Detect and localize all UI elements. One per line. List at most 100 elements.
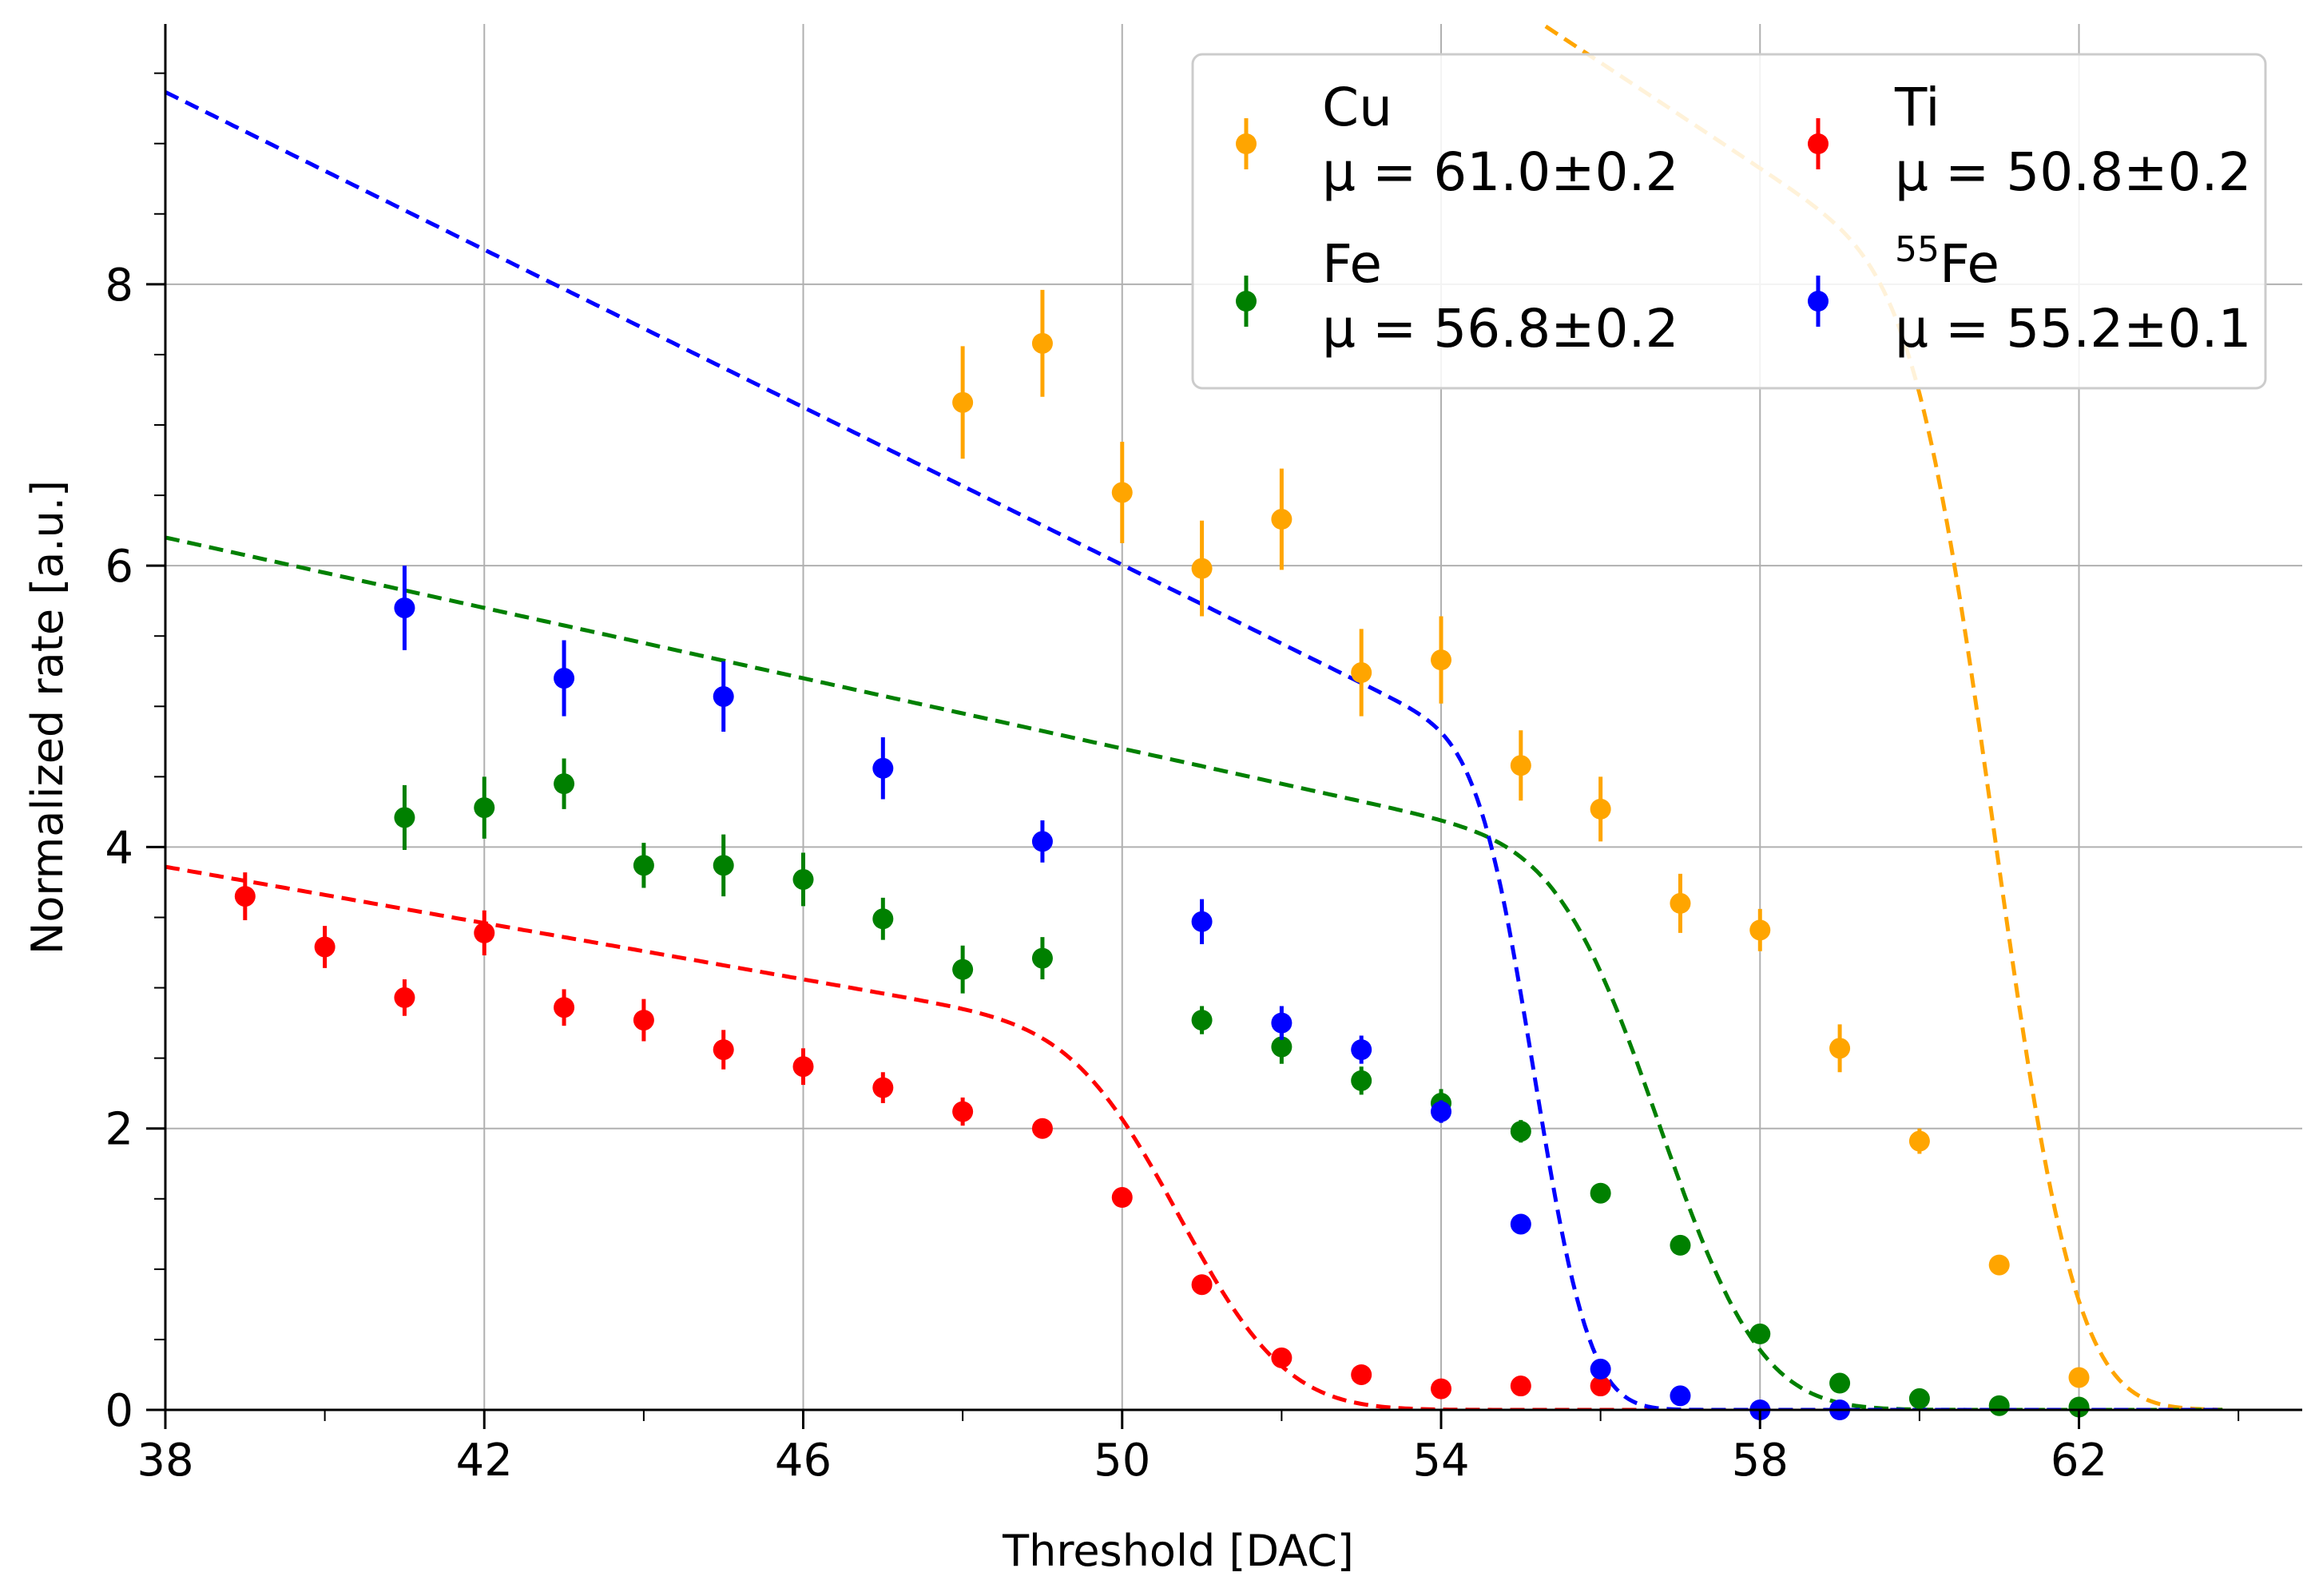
x-tick-label: 42 bbox=[456, 1435, 513, 1487]
data-point bbox=[474, 797, 495, 819]
data-point bbox=[713, 1039, 734, 1061]
series-cu bbox=[952, 289, 2090, 1388]
legend-55fe-label: 55Fe bbox=[1895, 229, 1999, 295]
legend-frame bbox=[1191, 53, 2267, 390]
legend-fe-label: Fe bbox=[1322, 233, 1382, 295]
y-tick-label: 8 bbox=[105, 260, 133, 312]
y-tick-label: 6 bbox=[105, 541, 133, 593]
data-point bbox=[1111, 1187, 1133, 1209]
data-point bbox=[394, 987, 415, 1008]
data-point bbox=[1590, 1376, 1611, 1397]
x-tick-label: 46 bbox=[775, 1435, 832, 1487]
data-point bbox=[234, 886, 256, 907]
data-point bbox=[1670, 892, 1691, 914]
data-point bbox=[1749, 1323, 1771, 1344]
data-point bbox=[952, 391, 974, 413]
data-point bbox=[1988, 1395, 2010, 1416]
data-point bbox=[1431, 649, 1452, 671]
legend-entry-ti: Ti μ = 50.8±0.2 bbox=[1808, 77, 2251, 203]
data-point bbox=[2068, 1367, 2090, 1388]
data-point bbox=[1431, 1378, 1452, 1399]
x-tick-label: 54 bbox=[1412, 1435, 1469, 1487]
data-point bbox=[1191, 911, 1213, 932]
data-point bbox=[1271, 509, 1293, 530]
data-point bbox=[314, 936, 336, 958]
legend-fe-mu: μ = 56.8±0.2 bbox=[1322, 298, 1678, 359]
data-point bbox=[1510, 755, 1531, 776]
legend-55fe-mu: μ = 55.2±0.1 bbox=[1895, 298, 2251, 359]
data-point bbox=[1031, 947, 1053, 969]
data-point bbox=[1988, 1254, 2010, 1276]
data-point bbox=[1510, 1121, 1531, 1142]
data-point bbox=[872, 757, 894, 779]
data-point bbox=[1191, 1010, 1213, 1031]
data-point bbox=[1351, 662, 1372, 684]
data-point bbox=[1829, 1038, 1851, 1059]
data-point bbox=[394, 807, 415, 828]
legend-fe-marker bbox=[1236, 291, 1257, 312]
data-point bbox=[1829, 1372, 1851, 1394]
data-points bbox=[234, 289, 2090, 1420]
fit-curve-55fe bbox=[165, 90, 2223, 1410]
data-point bbox=[792, 1056, 814, 1078]
legend-55fe-base: Fe bbox=[1940, 233, 1999, 295]
data-point bbox=[1510, 1376, 1531, 1397]
data-point bbox=[952, 1101, 974, 1122]
data-point bbox=[1191, 558, 1213, 579]
data-point bbox=[1510, 1213, 1531, 1235]
data-point bbox=[474, 922, 495, 943]
data-point bbox=[713, 855, 734, 876]
legend-cu-marker bbox=[1236, 133, 1257, 154]
data-point bbox=[1351, 1039, 1372, 1061]
x-axis-title: Threshold [DAC] bbox=[1002, 1526, 1354, 1576]
data-point bbox=[1271, 1012, 1293, 1034]
legend: Cu μ = 61.0±0.2 Fe μ = 56.8±0.2 Ti μ = 5… bbox=[1191, 53, 2267, 390]
data-point bbox=[1590, 1358, 1611, 1380]
legend-55fe-superscript: 55 bbox=[1895, 229, 1940, 270]
data-point bbox=[633, 1010, 654, 1031]
legend-55fe-marker bbox=[1808, 291, 1829, 312]
data-point bbox=[952, 959, 974, 980]
data-point bbox=[1908, 1388, 1930, 1409]
data-point bbox=[1590, 1182, 1611, 1204]
data-point bbox=[554, 668, 575, 689]
data-point bbox=[1670, 1234, 1691, 1256]
data-point bbox=[1271, 1347, 1293, 1368]
legend-ti-mu: μ = 50.8±0.2 bbox=[1895, 141, 2251, 203]
legend-entry-fe: Fe μ = 56.8±0.2 bbox=[1236, 233, 1678, 359]
data-point bbox=[554, 997, 575, 1018]
legend-cu-mu: μ = 61.0±0.2 bbox=[1322, 141, 1678, 203]
y-axis-title: Normalized rate [a.u.] bbox=[22, 480, 73, 955]
y-tick-label: 0 bbox=[105, 1385, 133, 1437]
y-tick-label: 2 bbox=[105, 1104, 133, 1156]
y-tick-label: 4 bbox=[105, 822, 133, 874]
data-point bbox=[1670, 1385, 1691, 1407]
data-point bbox=[1908, 1130, 1930, 1152]
legend-ti-label: Ti bbox=[1894, 77, 1940, 138]
data-point bbox=[633, 855, 654, 876]
data-point bbox=[872, 908, 894, 930]
x-tick-label: 38 bbox=[137, 1435, 193, 1487]
data-point bbox=[554, 773, 575, 795]
data-point bbox=[1271, 1036, 1293, 1058]
data-point bbox=[792, 868, 814, 890]
series-ti bbox=[234, 872, 1611, 1399]
legend-entry-55fe: 55Fe μ = 55.2±0.1 bbox=[1808, 229, 2251, 359]
data-point bbox=[1031, 332, 1053, 354]
series-55fe bbox=[394, 566, 1851, 1420]
data-point bbox=[394, 597, 415, 618]
data-point bbox=[1111, 482, 1133, 503]
data-point bbox=[872, 1077, 894, 1098]
data-point bbox=[1351, 1070, 1372, 1091]
data-point bbox=[1031, 1118, 1053, 1139]
x-tick-label: 58 bbox=[1732, 1435, 1789, 1487]
x-tick-label: 62 bbox=[2051, 1435, 2107, 1487]
data-point bbox=[1590, 798, 1611, 820]
fit-curves bbox=[165, 24, 2223, 1410]
x-tick-label: 50 bbox=[1094, 1435, 1150, 1487]
data-point bbox=[1191, 1274, 1213, 1296]
legend-ti-marker bbox=[1808, 133, 1829, 154]
data-point bbox=[2068, 1396, 2090, 1418]
axes bbox=[164, 24, 2302, 1411]
